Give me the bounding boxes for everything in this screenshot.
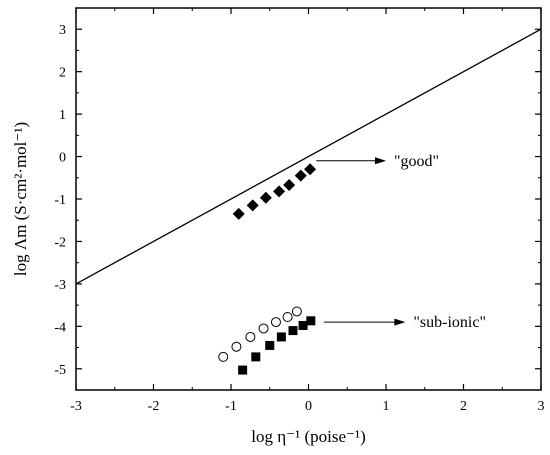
diamond-point	[246, 199, 259, 212]
y-tick-label: -5	[54, 363, 66, 378]
square-point	[298, 320, 308, 330]
x-tick-label: 1	[383, 399, 390, 414]
circle-point	[270, 317, 281, 328]
x-tick-label: -1	[225, 399, 237, 414]
y-tick-label: 1	[59, 108, 66, 123]
y-tick-label: -2	[54, 235, 66, 250]
annotation-label: "sub-ionic"	[413, 314, 486, 331]
plot-frame	[75, 7, 542, 391]
circle-point	[218, 351, 229, 362]
square-point	[288, 326, 298, 336]
diamond-point	[304, 163, 317, 176]
circle-point	[291, 306, 302, 317]
reference-line-group	[75, 28, 542, 285]
x-tick-label: 0	[305, 399, 312, 414]
annotation-label: "good"	[394, 153, 439, 170]
diamond-point	[232, 207, 245, 220]
x-tick-label: 3	[538, 399, 545, 414]
square-point	[276, 332, 286, 342]
annotation-arrowhead	[394, 318, 406, 326]
y-tick-label: -4	[54, 320, 66, 335]
y-tick-label: 3	[59, 23, 66, 38]
diamond-point	[273, 185, 286, 198]
circle-point	[258, 323, 269, 334]
diamond-point	[283, 178, 296, 191]
diamond-point	[259, 191, 272, 204]
y-axis-title: log Λm (S·cm²·mol⁻¹)	[11, 122, 30, 276]
circle-point	[282, 311, 293, 322]
x-tick-labels: -3 -2 -1 0 1 2 3	[70, 399, 544, 414]
data-points	[218, 163, 317, 375]
y-tick-label: 2	[59, 66, 66, 81]
x-tick-label: 2	[460, 399, 467, 414]
circle-point	[231, 341, 242, 352]
annotation-arrowhead	[375, 157, 386, 165]
y-tick-label: -3	[54, 278, 66, 293]
x-axis-title: log η⁻¹ (poise⁻¹)	[251, 427, 365, 446]
square-point	[238, 365, 248, 375]
y-tick-label: -1	[54, 193, 66, 208]
square-point	[306, 316, 316, 326]
y-tick-label: 0	[59, 151, 66, 166]
x-tick-label: -2	[148, 399, 160, 414]
reference-line	[75, 28, 542, 285]
y-tick-labels: -5 -4 -3 -2 -1 0 1 2 3	[54, 23, 66, 378]
diamond-point	[294, 169, 307, 182]
square-point	[251, 352, 261, 362]
square-point	[265, 340, 275, 350]
axis-ticks	[75, 7, 542, 391]
x-tick-label: -3	[70, 399, 82, 414]
circle-point	[245, 331, 256, 342]
annotations: "good" "sub-ionic"	[316, 153, 486, 331]
